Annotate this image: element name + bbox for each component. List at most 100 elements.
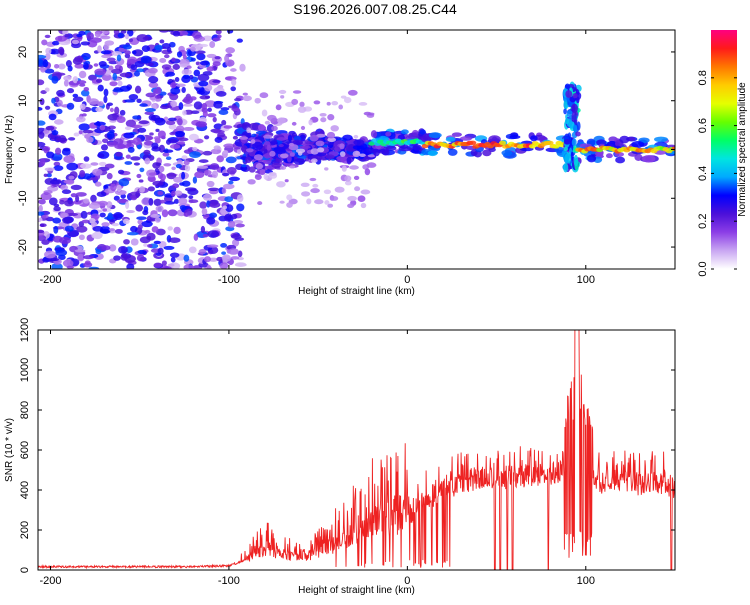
spectrogram-cell bbox=[57, 46, 65, 55]
spectrogram-cell bbox=[110, 183, 117, 192]
spectrogram-cell bbox=[327, 137, 337, 143]
spectrogram-cell bbox=[76, 80, 87, 85]
spectrogram-cell bbox=[78, 70, 87, 79]
spectrogram-cell bbox=[197, 73, 210, 82]
spectrogram-cell bbox=[97, 101, 104, 107]
spectrogram-cell bbox=[66, 212, 79, 217]
spectrogram-cell bbox=[214, 56, 221, 60]
colorbar: 0.0 0.2 0.4 0.6 0.8 Normalized spectral ampli… bbox=[697, 30, 748, 277]
spectrogram-cell bbox=[113, 255, 121, 261]
spectrogram-cell bbox=[127, 146, 135, 153]
spectrogram-cell bbox=[605, 153, 613, 159]
spectrogram-cell bbox=[128, 94, 139, 101]
spectrogram-cell bbox=[269, 150, 276, 157]
spectrogram-cell bbox=[225, 204, 234, 212]
x-tick-label: -200 bbox=[39, 575, 61, 587]
spectrogram-cell bbox=[352, 145, 362, 150]
spectrogram-cell bbox=[162, 149, 174, 153]
spectrogram-cells bbox=[38, 30, 675, 269]
spectrogram-cell bbox=[133, 162, 140, 166]
spectrogram-cell bbox=[136, 34, 149, 43]
spectrogram-cell bbox=[150, 214, 161, 218]
spectrogram-cell bbox=[93, 121, 106, 127]
spectrogram-cell bbox=[299, 145, 311, 149]
spectrogram-cell bbox=[312, 183, 319, 188]
spectrogram-cell bbox=[236, 203, 245, 212]
spectrogram-cell bbox=[151, 226, 159, 233]
spectrogram-cell bbox=[53, 119, 64, 125]
spectrogram-cell bbox=[208, 257, 218, 262]
spectrogram-cell bbox=[552, 144, 560, 149]
spectrogram-cell bbox=[292, 139, 303, 146]
spectrogram-cell bbox=[131, 50, 137, 55]
spectrogram-cell bbox=[320, 117, 327, 123]
y-tick-label: 0 bbox=[17, 146, 29, 152]
spectrogram-cell bbox=[235, 262, 247, 267]
spectrogram-cell bbox=[563, 146, 568, 151]
spectrogram-cell bbox=[334, 186, 345, 193]
spectrogram-cell bbox=[193, 233, 199, 241]
spectrogram-cell bbox=[68, 175, 75, 180]
spectrogram-cell bbox=[266, 144, 271, 151]
spectrogram-cell bbox=[159, 58, 167, 63]
spectrogram-cell bbox=[141, 45, 150, 53]
spectrogram-cell bbox=[182, 54, 187, 60]
spectrogram-cell bbox=[371, 138, 379, 143]
spectrogram-cell bbox=[226, 166, 237, 175]
spectrogram-cell bbox=[40, 158, 46, 166]
spectrogram-cell bbox=[349, 165, 359, 170]
spectrogram-cell bbox=[192, 31, 202, 39]
spectrogram-cell bbox=[173, 198, 180, 204]
spectrogram-cell bbox=[90, 194, 97, 203]
spectrogram-cell bbox=[181, 69, 192, 76]
spectrogram-cell bbox=[44, 68, 55, 74]
y-axis-label: SNR (10 * v/v) bbox=[4, 418, 15, 482]
spectrogram-cell bbox=[44, 34, 51, 39]
spectrogram-cell bbox=[135, 190, 140, 199]
spectrogram-cell bbox=[65, 60, 72, 68]
spectrogram-cell bbox=[116, 54, 122, 62]
y-tick-label: -10 bbox=[17, 190, 29, 206]
spectrogram-cell bbox=[358, 102, 368, 106]
spectrogram-cell bbox=[167, 209, 178, 217]
spectrogram-cell bbox=[309, 134, 319, 142]
spectrogram-cell bbox=[59, 199, 65, 205]
spectrogram-cell bbox=[139, 167, 145, 173]
spectrogram-cell bbox=[172, 30, 181, 37]
spectrogram-cell bbox=[228, 180, 234, 185]
spectrogram-cell bbox=[209, 201, 221, 208]
y-tick-label: 600 bbox=[19, 441, 31, 459]
spectrogram-cell bbox=[163, 163, 172, 167]
spectrogram-cell bbox=[52, 235, 63, 243]
spectrogram-cell bbox=[123, 239, 130, 245]
spectrogram-cell bbox=[184, 164, 191, 172]
spectrogram-cell bbox=[366, 162, 377, 168]
spectrogram-cell bbox=[359, 153, 366, 158]
spectrogram-cell bbox=[230, 68, 237, 72]
spectrogram-cell bbox=[231, 78, 237, 86]
spectrogram-cell bbox=[241, 145, 248, 153]
spectrogram-cell bbox=[352, 150, 361, 158]
spectrogram-cell bbox=[79, 103, 86, 110]
spectrogram-cell bbox=[364, 168, 371, 176]
spectrogram-cell bbox=[565, 90, 573, 98]
spectrogram-cell bbox=[45, 125, 55, 131]
spectrogram-cell bbox=[38, 141, 46, 147]
spectrogram-cell bbox=[162, 152, 170, 157]
x-tick-label: 100 bbox=[577, 274, 595, 286]
spectrogram-cell bbox=[225, 47, 236, 54]
spectrogram-cell bbox=[155, 86, 162, 95]
spectrogram-cell bbox=[339, 151, 346, 157]
spectrogram-cell bbox=[130, 64, 138, 70]
spectrogram-cell bbox=[315, 140, 325, 147]
spectrogram-cell bbox=[99, 124, 106, 131]
spectrogram-cell bbox=[143, 243, 148, 247]
spectrogram-cell bbox=[188, 195, 194, 199]
spectrogram-cell bbox=[183, 254, 190, 262]
spectrogram-cell bbox=[80, 89, 90, 97]
spectrogram-cell bbox=[297, 106, 307, 113]
spectrogram-cell bbox=[122, 44, 132, 50]
spectrogram-cell bbox=[147, 136, 154, 140]
spectrogram-cell bbox=[134, 70, 140, 77]
